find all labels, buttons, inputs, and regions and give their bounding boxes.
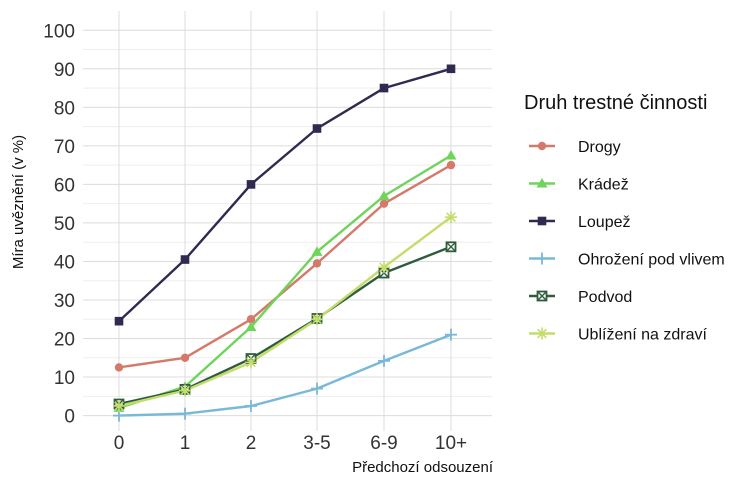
y-tick-label: 0 — [64, 407, 75, 428]
y-tick-label: 40 — [54, 252, 75, 273]
x-tick-label: 10+ — [435, 433, 467, 454]
data-point-loupez — [312, 124, 322, 133]
y-tick-label: 50 — [54, 214, 75, 235]
data-point-ublizeni-na-zdravi — [378, 261, 390, 274]
data-point-kradez — [378, 190, 390, 200]
data-point-ohrozeni-pod-vlivem — [311, 382, 323, 395]
legend-marker — [537, 216, 547, 226]
data-point-drogy — [312, 259, 322, 268]
y-tick-label: 60 — [54, 175, 75, 196]
legend-item: Ohrožení pod vlivem — [529, 252, 725, 269]
data-point-kradez — [445, 149, 457, 160]
y-tick-label: 20 — [54, 330, 75, 351]
x-tick-label: 1 — [180, 433, 191, 454]
series-line-podvod — [118, 245, 452, 406]
data-point-ublizeni-na-zdravi — [113, 399, 125, 412]
legend: Druh trestné činnosti Drogy Krádež Loupež O… — [524, 92, 725, 344]
legend-item: Drogy — [529, 139, 621, 156]
data-point-ublizeni-na-zdravi — [445, 211, 457, 224]
y-tick-label: 10 — [54, 368, 75, 389]
y-tick-label: 90 — [54, 60, 75, 81]
data-point-drogy — [246, 315, 256, 324]
legend-item: Loupež — [529, 214, 631, 231]
data-point-loupez — [379, 83, 389, 93]
y-tick-label: 80 — [54, 98, 75, 119]
series-line-loupez — [118, 67, 452, 323]
x-axis-ticks: 0 1 2 3-5 6-9 10+ — [114, 433, 467, 454]
data-point-drogy — [180, 353, 190, 362]
legend-title: Druh trestné činnosti — [524, 92, 707, 114]
legend-marker — [536, 178, 548, 188]
data-point-drogy — [379, 199, 389, 208]
legend-items: Drogy Krádež Loupež Ohrožení pod vlivem Podv… — [529, 139, 725, 344]
y-tick-label: 70 — [54, 137, 75, 158]
data-point-ohrozeni-pod-vlivem — [445, 328, 457, 341]
data-point-kradez — [245, 321, 257, 331]
legend-item: Krádež — [529, 177, 629, 194]
data-point-ublizeni-na-zdravi — [311, 313, 323, 326]
series-line-kradez — [118, 154, 452, 410]
series-line-ublizeni-na-zdravi — [118, 216, 452, 408]
x-tick-label: 0 — [114, 433, 125, 454]
legend-label: Loupež — [578, 214, 631, 231]
legend-item: Ublížení na zdraví — [529, 327, 708, 344]
y-axis-ticks: 0 10 20 30 40 50 60 70 80 90 100 — [43, 21, 75, 427]
data-point-ublizeni-na-zdravi — [245, 356, 257, 369]
legend-label: Krádež — [578, 177, 629, 194]
x-tick-label: 2 — [246, 433, 257, 454]
data-point-drogy — [114, 363, 124, 372]
series-line-ohrozeni-pod-vlivem — [118, 333, 452, 417]
legend-marker — [537, 141, 547, 151]
data-point-loupez — [446, 64, 456, 74]
legend-label: Ohrožení pod vlivem — [578, 252, 725, 269]
series-markers — [113, 64, 457, 422]
legend-label: Ublížení na zdraví — [578, 327, 708, 344]
data-point-loupez — [114, 316, 124, 326]
data-point-ohrozeni-pod-vlivem — [179, 407, 191, 420]
series-line-drogy — [118, 164, 452, 369]
y-tick-label: 100 — [43, 21, 75, 42]
y-axis-title: Míra uvěznění (v %) — [10, 135, 27, 269]
legend-label: Drogy — [578, 139, 621, 156]
data-point-ohrozeni-pod-vlivem — [245, 399, 257, 412]
data-point-drogy — [446, 160, 456, 170]
x-tick-label: 3-5 — [303, 433, 330, 454]
y-tick-label: 30 — [54, 291, 75, 312]
series-lines — [118, 67, 452, 417]
legend-marker — [536, 327, 548, 340]
data-point-ublizeni-na-zdravi — [179, 384, 191, 397]
x-axis-title: Předchozí odsouzení — [352, 459, 494, 476]
data-point-ohrozeni-pod-vlivem — [378, 354, 390, 367]
data-point-kradez — [311, 246, 323, 256]
legend-marker — [536, 290, 548, 302]
legend-item: Podvod — [529, 289, 632, 306]
data-point-loupez — [246, 180, 256, 189]
data-point-loupez — [180, 255, 190, 264]
legend-label: Podvod — [578, 289, 632, 306]
data-point-podvod — [445, 241, 457, 253]
legend-marker — [536, 252, 548, 265]
x-tick-label: 6-9 — [370, 433, 397, 454]
